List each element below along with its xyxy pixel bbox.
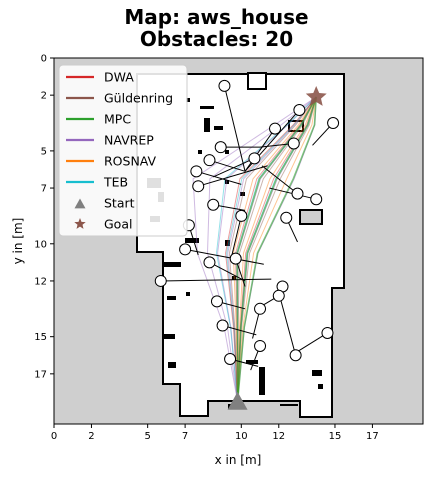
trajectory-teb	[215, 96, 317, 402]
y-tick-label: 10	[34, 239, 47, 250]
legend-label-teb: TEB	[103, 175, 128, 190]
obstacle-marker	[179, 243, 192, 256]
legend-label-dwa: DWA	[104, 70, 134, 85]
obstacle-marker	[229, 252, 242, 265]
trajectory-navrep	[192, 96, 317, 402]
x-axis-label: x in [m]	[215, 453, 262, 467]
goal-marker	[305, 86, 327, 106]
obstacle-path	[185, 248, 264, 265]
y-tick-label: 5	[41, 146, 47, 157]
obstacle-marker	[214, 141, 227, 154]
legend-box	[58, 64, 188, 237]
trajectory-navrep	[217, 96, 317, 402]
obstacle-marker	[269, 122, 282, 135]
obstacle-path	[209, 159, 246, 172]
x-tick-label: 7	[182, 431, 188, 442]
obstacle-path	[198, 165, 268, 187]
trajectory-dwa	[224, 96, 317, 402]
obstacle-marker	[310, 193, 323, 206]
obstacle-marker	[190, 165, 203, 178]
y-tick-label: 2	[41, 91, 47, 102]
plot-area	[54, 58, 423, 424]
obstacle-marker	[254, 339, 267, 352]
obstacle-marker	[218, 79, 231, 92]
obstacle-path	[160, 278, 272, 282]
obstacle-marker	[203, 154, 216, 167]
obstacle-path	[261, 165, 298, 195]
chart-title: Map: aws_house Obstacles: 20	[0, 6, 433, 50]
x-tick-label: 10	[235, 431, 248, 442]
obstacle-marker	[272, 289, 285, 302]
obstacle-marker	[210, 295, 223, 308]
y-tick-label: 7	[41, 184, 47, 195]
obstacle-path	[209, 261, 246, 282]
obstacle-marker	[293, 104, 306, 117]
x-axis: 0 2 5 7 10 12 15 17	[51, 424, 379, 442]
obstacle-path	[223, 85, 246, 172]
obstacle-marker	[192, 180, 205, 193]
obstacle-marker	[224, 352, 237, 365]
x-tick-label: 5	[144, 431, 150, 442]
trajectory-rosnav	[237, 96, 317, 402]
legend-label-gldenring: Güldenring	[104, 91, 173, 106]
obstacle-marker	[154, 274, 167, 287]
y-axis-label: y in [m]	[11, 218, 25, 265]
x-tick-label: 15	[329, 431, 342, 442]
chart-title-line-2: Obstacles: 20	[139, 27, 294, 51]
obstacle-marker	[235, 209, 248, 222]
obstacle-marker	[287, 137, 300, 150]
legend-label-rosnav: ROSNAV	[104, 154, 157, 169]
obstacle-path	[231, 215, 242, 256]
obstacle-marker	[216, 319, 229, 332]
obstacle-marker	[289, 349, 302, 362]
trajectory-mpc	[236, 96, 317, 402]
obstacle-marker	[248, 152, 261, 165]
trajectory-lines	[192, 96, 317, 402]
y-tick-label: 12	[34, 276, 47, 287]
obstacle-marker	[207, 198, 220, 211]
map-free-space	[136, 73, 345, 418]
obstacle-marker	[321, 326, 334, 339]
x-tick-label: 0	[51, 431, 57, 442]
obstacle-marker	[254, 302, 267, 315]
trajectory-mpc	[236, 96, 317, 402]
chart-title-line-1: Map: aws_house	[124, 5, 309, 29]
y-tick-label: 15	[34, 332, 47, 343]
trajectory-navrep	[206, 96, 317, 402]
legend-swatch-goal	[74, 218, 86, 229]
legend-label-start: Start	[104, 196, 135, 211]
y-tick-label: 0	[41, 54, 47, 65]
y-tick-label: 17	[34, 369, 47, 380]
trajectory-rosnav	[237, 96, 317, 402]
legend-label-mpc: MPC	[104, 112, 131, 127]
x-tick-label: 2	[88, 431, 94, 442]
legend-label-goal: Goal	[104, 217, 132, 232]
obstacle-marker	[203, 256, 216, 269]
x-tick-label: 12	[272, 431, 285, 442]
obstacle-marker	[280, 211, 293, 224]
legend-label-navrep: NAVREP	[104, 133, 154, 148]
trajectory-teb	[226, 96, 317, 402]
y-axis: 0 2 5 7 10 12 15 17	[34, 54, 54, 380]
obstacle-marker	[291, 187, 304, 200]
legend: DWA Güldenring MPC NAVREP ROSNAV TEB Start Goal	[58, 64, 188, 237]
start-marker	[227, 391, 248, 410]
plot-frame	[53, 57, 424, 425]
obstacle-path	[196, 170, 242, 185]
legend-swatch-start	[74, 198, 86, 209]
obstacle-path	[244, 128, 276, 172]
trajectory-mpc	[236, 96, 317, 402]
obstacle-marker	[327, 117, 340, 130]
obstacle-path	[280, 299, 297, 356]
x-tick-label: 17	[366, 431, 379, 442]
